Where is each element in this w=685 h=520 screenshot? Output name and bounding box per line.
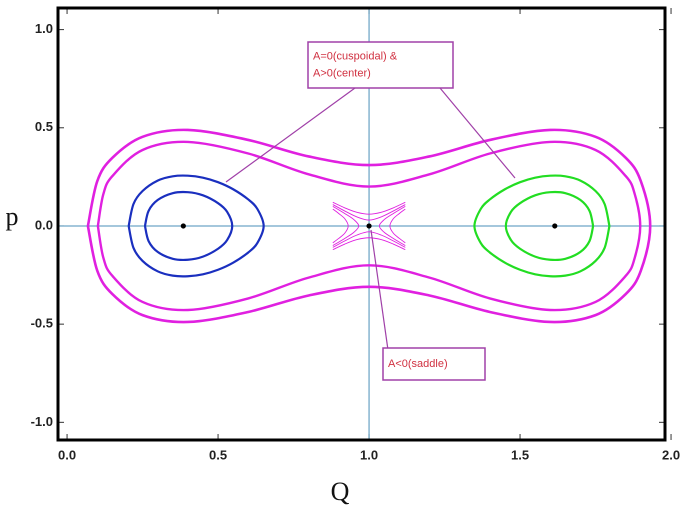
annotation-text: A>0(center) bbox=[313, 67, 371, 79]
orbit-line bbox=[332, 204, 406, 248]
annotation-text: A=0(cuspoidal) & bbox=[313, 50, 398, 62]
y-axis-label: p bbox=[6, 202, 19, 231]
y-tick-label: 0.5 bbox=[35, 119, 53, 134]
x-tick-label: 1.0 bbox=[360, 447, 378, 462]
annotation-box bbox=[307, 41, 454, 89]
equilibrium-point bbox=[180, 223, 186, 229]
x-tick-label: 2.0 bbox=[662, 447, 680, 462]
x-tick-label: 1.5 bbox=[511, 447, 529, 462]
orbit-line bbox=[332, 208, 406, 244]
equilibrium-point bbox=[366, 223, 372, 229]
y-tick-label: 1.0 bbox=[35, 21, 53, 36]
annotation-text: A<0(saddle) bbox=[388, 358, 448, 370]
orbit-line bbox=[96, 140, 642, 312]
x-tick-label: 0.5 bbox=[209, 447, 227, 462]
y-tick-label: -1.0 bbox=[31, 414, 53, 429]
equilibrium-point bbox=[552, 223, 558, 229]
annotation-leader bbox=[439, 87, 516, 179]
orbit-line bbox=[127, 174, 265, 278]
y-tick-label: -0.5 bbox=[31, 316, 53, 331]
orbit-line bbox=[143, 190, 234, 262]
y-tick-label: 0.0 bbox=[35, 217, 53, 232]
orbit-line bbox=[332, 201, 406, 251]
x-axis-label: Q bbox=[331, 477, 350, 506]
orbit-line bbox=[504, 190, 595, 262]
plot-frame bbox=[56, 6, 667, 442]
orbit-line bbox=[86, 128, 652, 324]
annotation-leader bbox=[370, 229, 389, 351]
annotation-leader bbox=[225, 87, 356, 183]
orbit-line bbox=[473, 174, 611, 278]
annotation-box bbox=[382, 347, 486, 381]
orbit-line bbox=[332, 205, 406, 246]
x-tick-label: 0.0 bbox=[58, 447, 76, 462]
